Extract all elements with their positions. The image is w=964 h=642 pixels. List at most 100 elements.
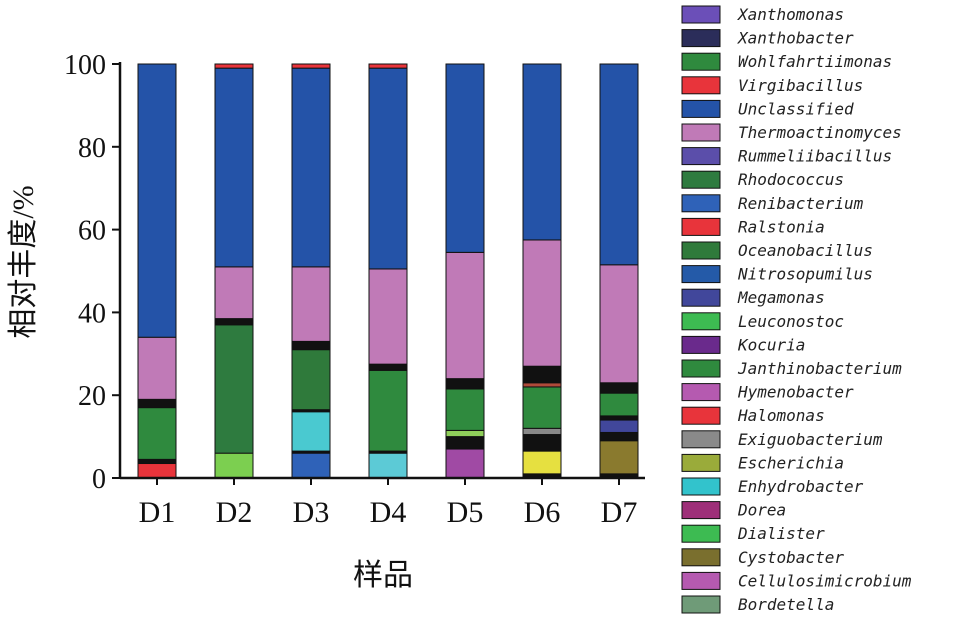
bar-segment-d4-5 xyxy=(368,67,408,270)
legend-swatch-13 xyxy=(681,312,721,331)
bar-segment-d3-7 xyxy=(291,67,331,268)
x-tick-label-d4: D4 xyxy=(370,496,407,529)
legend-label-9: Ralstonia xyxy=(738,217,825,236)
legend-label-16: Hymenobacter xyxy=(737,383,854,402)
x-tick-label-d3: D3 xyxy=(293,496,330,529)
legend-swatch-5 xyxy=(681,123,721,142)
bar-segment-d6-8 xyxy=(522,63,562,241)
bar-segment-d2-3 xyxy=(214,266,254,320)
legend-swatch-11 xyxy=(681,265,721,284)
x-tick-label-d1: D1 xyxy=(139,496,176,529)
legend-swatch-20 xyxy=(681,477,721,496)
bar-segment-d7-7 xyxy=(599,264,639,384)
bar-segment-d4-3 xyxy=(368,363,408,371)
legend-swatch-0 xyxy=(681,5,721,24)
bar-segment-d7-6 xyxy=(599,382,639,394)
bar-segment-d7-8 xyxy=(599,63,639,266)
legend-swatch-10 xyxy=(681,241,721,260)
bar-segment-d3-4 xyxy=(291,349,331,411)
legend-swatch-9 xyxy=(681,217,721,236)
y-tick-label-100: 100 xyxy=(64,50,106,81)
x-axis-label: 样品 xyxy=(353,559,413,592)
legend-label-2: Wohlfahrtiimonas xyxy=(738,52,892,71)
x-tick-label-d7: D7 xyxy=(601,496,638,529)
bar-segment-d7-3 xyxy=(599,419,639,433)
bar-segment-d7-5 xyxy=(599,392,639,417)
legend-swatch-21 xyxy=(681,501,721,520)
bar-segment-d1-1 xyxy=(137,458,177,465)
legend-swatch-22 xyxy=(681,524,721,543)
legend-swatch-18 xyxy=(681,430,721,449)
bar-segment-d5-0 xyxy=(445,448,485,479)
bar-segment-d1-2 xyxy=(137,407,177,460)
legend-swatch-17 xyxy=(681,406,721,425)
y-tick-label-40: 40 xyxy=(78,298,106,329)
bar-segment-d2-1 xyxy=(214,324,254,454)
legend-swatch-6 xyxy=(681,147,721,166)
legend-label-18: Exiguobacterium xyxy=(738,430,883,449)
legend-swatch-7 xyxy=(681,170,721,189)
legend-swatch-19 xyxy=(681,453,721,472)
legend-label-11: Nitrosopumilus xyxy=(737,265,873,284)
bar-segment-d3-8 xyxy=(291,63,331,69)
legend-label-1: Xanthobacter xyxy=(737,29,854,48)
legend-swatch-23 xyxy=(681,548,721,567)
bar-segment-d3-0 xyxy=(291,452,331,479)
bar-segment-d5-1 xyxy=(445,436,485,450)
bar-segment-d5-4 xyxy=(445,378,485,390)
bar-segment-d3-5 xyxy=(291,340,331,351)
bar-segment-d3-2 xyxy=(291,411,331,452)
bar-segment-d4-0 xyxy=(368,452,408,479)
legend-swatch-8 xyxy=(681,194,721,213)
legend-swatch-4 xyxy=(681,99,721,118)
bar-segment-d1-0 xyxy=(137,463,177,479)
legend-swatch-3 xyxy=(681,76,721,95)
legend-label-19: Escherichia xyxy=(738,453,844,472)
legend-swatch-24 xyxy=(681,571,721,590)
legend-label-3: Virgibacillus xyxy=(738,76,863,95)
bar-segment-d1-3 xyxy=(137,398,177,409)
bar-segment-d2-0 xyxy=(214,452,254,479)
bar-segment-d1-5 xyxy=(137,63,177,338)
x-tick-label-d6: D6 xyxy=(524,496,561,529)
legend-label-4: Unclassified xyxy=(738,99,854,118)
y-tick-label-0: 0 xyxy=(92,464,106,495)
legend: Xanthomonas Xanthobacter Wohlfahrtiimonas V… xyxy=(681,5,912,614)
legend-label-13: Leuconostoc xyxy=(738,312,844,331)
bar-segment-d1-4 xyxy=(137,336,177,400)
legend-label-23: Cystobacter xyxy=(738,548,844,567)
bar-segment-d7-2 xyxy=(599,431,639,442)
bar-segment-d4-6 xyxy=(368,63,408,69)
legend-label-25: Bordetella xyxy=(738,595,834,614)
bar-segment-d7-4 xyxy=(599,415,639,421)
bar-segment-d6-2 xyxy=(522,434,562,452)
bar-segment-d4-2 xyxy=(368,369,408,452)
bar-segment-d6-6 xyxy=(522,365,562,384)
bar-segment-d7-1 xyxy=(599,440,639,475)
bar-segment-d6-7 xyxy=(522,239,562,367)
x-tick-label-d2: D2 xyxy=(216,496,253,529)
legend-label-15: Janthinobacterium xyxy=(737,359,902,378)
legend-label-8: Renibacterium xyxy=(738,194,864,213)
legend-swatch-2 xyxy=(681,52,721,71)
legend-label-6: Rummeliibacillus xyxy=(738,147,892,166)
legend-label-7: Rhodococcus xyxy=(738,170,844,189)
bar-segment-d2-5 xyxy=(214,63,254,69)
bar-segment-d4-4 xyxy=(368,268,408,365)
legend-label-17: Halomonas xyxy=(737,406,825,425)
x-tick-label-d5: D5 xyxy=(447,496,484,529)
legend-label-5: Thermoactinomyces xyxy=(738,123,902,142)
legend-label-20: Enhydrobacter xyxy=(738,477,864,496)
bar-segment-d6-5 xyxy=(522,382,562,388)
legend-swatch-15 xyxy=(681,359,721,378)
legend-swatch-12 xyxy=(681,288,721,307)
legend-swatch-14 xyxy=(681,335,721,354)
legend-label-10: Oceanobacillus xyxy=(738,241,873,260)
bar-segment-d6-3 xyxy=(522,427,562,436)
legend-swatch-1 xyxy=(681,29,721,48)
legend-label-24: Cellulosimicrobium xyxy=(738,571,912,590)
legend-swatch-16 xyxy=(681,383,721,402)
y-axis-label: 相对丰度/% xyxy=(7,185,40,338)
